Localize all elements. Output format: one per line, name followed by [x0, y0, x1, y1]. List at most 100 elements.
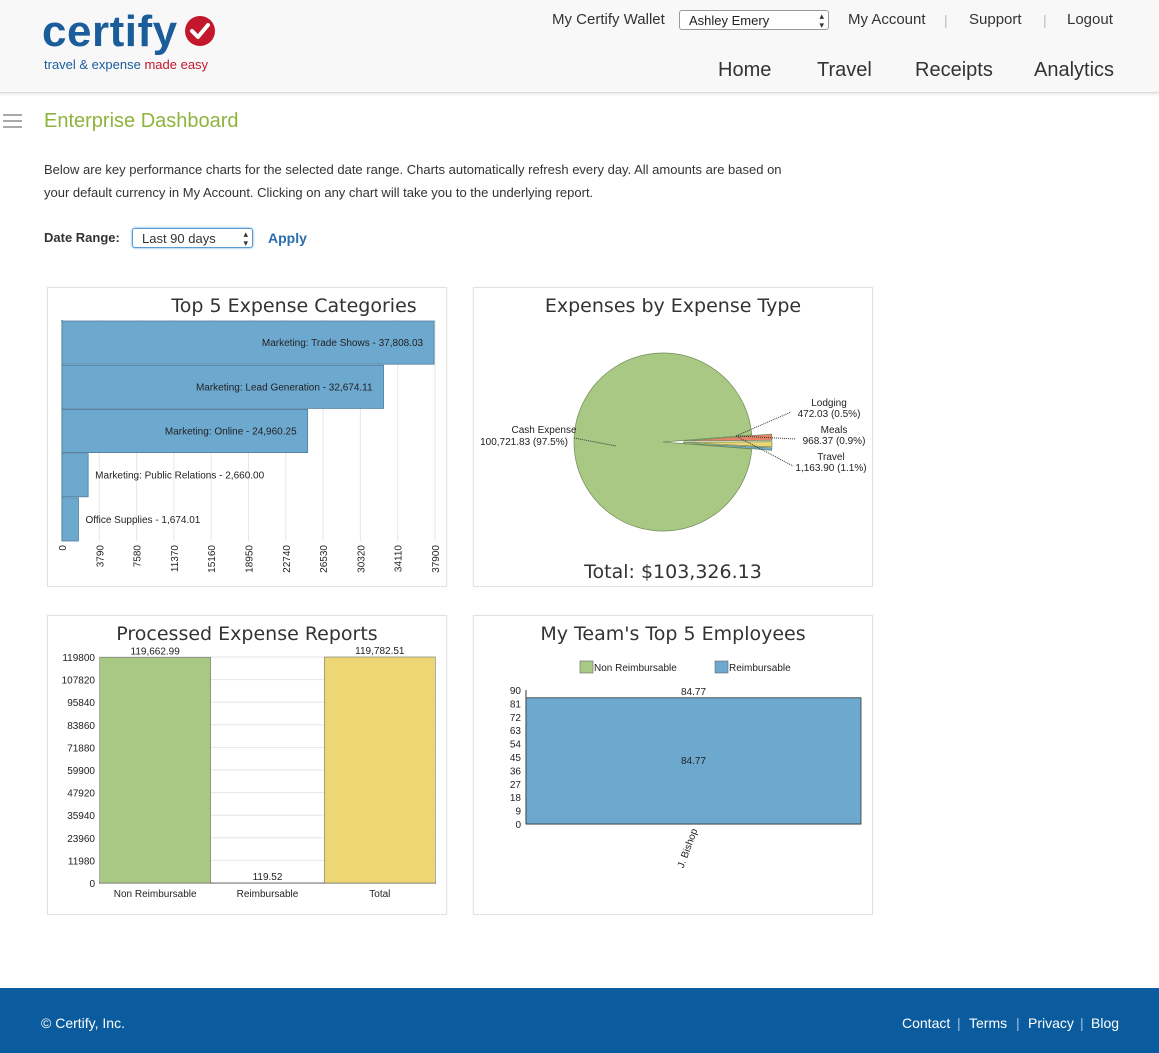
x-tick-label: 15160: [207, 545, 218, 573]
y-tick-label: 59900: [67, 766, 95, 777]
bar-data-label: Marketing: Public Relations - 2,660.00: [95, 471, 264, 482]
team-employees-chart[interactable]: My Team's Top 5 Employees Non Reimbursab…: [473, 615, 873, 915]
x-tick-label: 30320: [356, 545, 367, 573]
y-tick-label: 83860: [67, 721, 95, 732]
bar-data-label: 119,782.51: [355, 646, 405, 657]
chart-title: Processed Expense Reports: [116, 623, 377, 645]
divider: |: [944, 12, 948, 28]
y-tick-label: 72: [510, 713, 522, 724]
nav-analytics[interactable]: Analytics: [1034, 59, 1115, 81]
y-tick-label: 119800: [62, 653, 95, 664]
divider: |: [1080, 1015, 1084, 1031]
chart-title: Top 5 Expense Categories: [170, 295, 416, 317]
y-tick-label: 0: [89, 879, 95, 890]
y-tick-label: 90: [510, 686, 522, 697]
hamburger-menu-icon[interactable]: [3, 114, 22, 132]
intro-text: Below are key performance charts for the…: [44, 162, 782, 177]
nav-home[interactable]: Home: [718, 59, 772, 81]
bar-data-label: Marketing: Trade Shows - 37,808.03: [262, 338, 424, 349]
y-tick-label: 35940: [67, 811, 95, 822]
pie-value-label: 1,163.90 (1.1%): [795, 463, 866, 474]
processed-reports-chart[interactable]: Processed Expense Reports 0 11980 23960 359…: [47, 615, 447, 915]
bar: [525, 697, 862, 825]
footer: © Certify, Inc. Contact | Terms | Privac…: [0, 988, 1159, 1053]
footer-link-terms[interactable]: Terms: [969, 1015, 1008, 1031]
pie-label: Lodging: [811, 398, 847, 409]
pie-leader-line: [735, 411, 792, 437]
bar: [61, 453, 89, 498]
bar: [61, 364, 384, 409]
copyright: © Certify, Inc.: [41, 1015, 125, 1031]
support-link[interactable]: Support: [969, 11, 1022, 28]
legend-swatch: [579, 660, 594, 674]
header-bar: certify travel & expense made easy My Ce…: [0, 0, 1159, 93]
y-tick-label: 45: [510, 753, 522, 764]
tagline: travel & expense made easy: [44, 57, 209, 72]
y-tick-label: 27: [510, 780, 522, 791]
date-range-select[interactable]: Last 90 days ▴ ▾: [132, 228, 253, 248]
y-tick-label: 81: [510, 699, 522, 710]
y-tick-label: 36: [510, 766, 522, 777]
legend-swatch: [714, 660, 729, 674]
bar-data-label: Marketing: Lead Generation - 32,674.11: [196, 382, 373, 393]
y-tick-label: 47920: [67, 789, 95, 800]
pie-value-label: 968.37 (0.9%): [803, 436, 866, 447]
chart-title: My Team's Top 5 Employees: [540, 623, 805, 645]
y-tick-label: 54: [510, 740, 522, 751]
x-tick-label: 11370: [170, 545, 181, 573]
logout-link[interactable]: Logout: [1067, 11, 1113, 28]
select-arrows-icon: ▴ ▾: [243, 229, 248, 248]
expense-type-chart[interactable]: Expenses by Expense Type Total: $103,326…: [473, 287, 873, 587]
footer-link-contact[interactable]: Contact: [902, 1015, 951, 1031]
legend-label: Reimbursable: [729, 663, 791, 674]
footer-link-privacy[interactable]: Privacy: [1028, 1015, 1074, 1031]
wallet-label: My Certify Wallet: [552, 11, 665, 28]
bar: [99, 656, 211, 884]
expense-type-svg: Expenses by Expense Type Total: $103,326…: [480, 295, 867, 583]
x-tick-label: J. Bishop: [676, 827, 701, 870]
divider: |: [957, 1015, 961, 1031]
select-arrows-icon: ▴ ▾: [819, 11, 824, 30]
y-tick-label: 0: [515, 820, 521, 831]
bar: [324, 656, 436, 884]
bar-data-label: 119,662.99: [131, 646, 181, 657]
bar-data-label: Office Supplies - 1,674.01: [85, 515, 200, 526]
bar-data-label: Marketing: Online - 24,960.25: [165, 427, 297, 438]
footer-link-blog[interactable]: Blog: [1091, 1015, 1120, 1031]
x-tick-label: Non Reimbursable: [114, 889, 197, 900]
my-account-link[interactable]: My Account: [848, 11, 926, 28]
y-tick-label: 18: [510, 793, 522, 804]
top-categories-svg: Top 5 Expense Categories 0 3790 7580 11370 1…: [58, 295, 442, 573]
processed-reports-svg: Processed Expense Reports 0 11980 23960 359…: [62, 623, 436, 900]
pie-leader-line: [735, 435, 797, 440]
bar-data-label: 119.52: [253, 872, 283, 883]
divider: |: [1043, 12, 1047, 28]
x-tick-label: 0: [58, 545, 69, 551]
apply-button[interactable]: Apply: [268, 230, 307, 246]
pie-value-label: 472.03 (0.5%): [798, 409, 861, 420]
top-categories-chart[interactable]: Top 5 Expense Categories 0 3790 7580 11370 1…: [47, 287, 447, 587]
pie-slice: [682, 442, 773, 451]
team-employees-svg: My Team's Top 5 Employees Non Reimbursab…: [510, 623, 862, 870]
x-tick-label: 3790: [95, 545, 106, 568]
x-tick-label: 26530: [319, 545, 330, 573]
page-title: Enterprise Dashboard: [44, 110, 239, 132]
x-tick-label: 34110: [394, 545, 405, 573]
nav-receipts[interactable]: Receipts: [915, 59, 993, 81]
y-tick-label: 71880: [67, 743, 95, 754]
logo[interactable]: certify: [42, 7, 178, 56]
pie-leader-line: [735, 435, 794, 467]
pie-label: Meals: [821, 425, 848, 436]
y-tick-label: 95840: [67, 698, 95, 709]
nav-travel[interactable]: Travel: [817, 59, 872, 81]
bar: [61, 497, 79, 542]
chart-title: Expenses by Expense Type: [545, 295, 801, 317]
x-tick-label: 22740: [282, 545, 293, 573]
bar-segment-label: 84.77: [681, 756, 706, 767]
pie-value-label: 100,721.83 (97.5%): [480, 437, 568, 448]
pie-label: Travel: [817, 452, 844, 463]
pie-slice: [573, 352, 753, 532]
wallet-select[interactable]: Ashley Emery ▴ ▾: [679, 10, 829, 30]
pie-label: Cash Expense: [511, 425, 576, 436]
divider: |: [1016, 1015, 1020, 1031]
